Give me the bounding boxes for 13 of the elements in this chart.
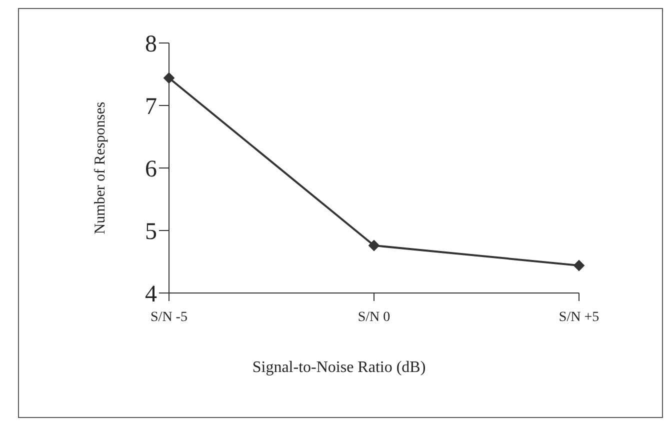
x-tick-label: S/N 0 [358,310,390,325]
y-axis-title: Number of Responses [92,102,108,234]
y-tick-label: 8 [145,32,157,58]
x-tick-label: S/N +5 [558,310,600,325]
y-tick-label: 7 [145,94,157,120]
point [164,72,174,84]
y-tick-label: 6 [145,156,157,183]
point [574,260,584,271]
y-tick-label: 4 [145,282,157,308]
x-axis-title: Signal-to-Noise Ratio (dB) [251,359,427,377]
point [368,240,380,251]
y-tick-label: 5 [145,219,157,246]
x-tick-label: S/N -5 [150,310,188,325]
